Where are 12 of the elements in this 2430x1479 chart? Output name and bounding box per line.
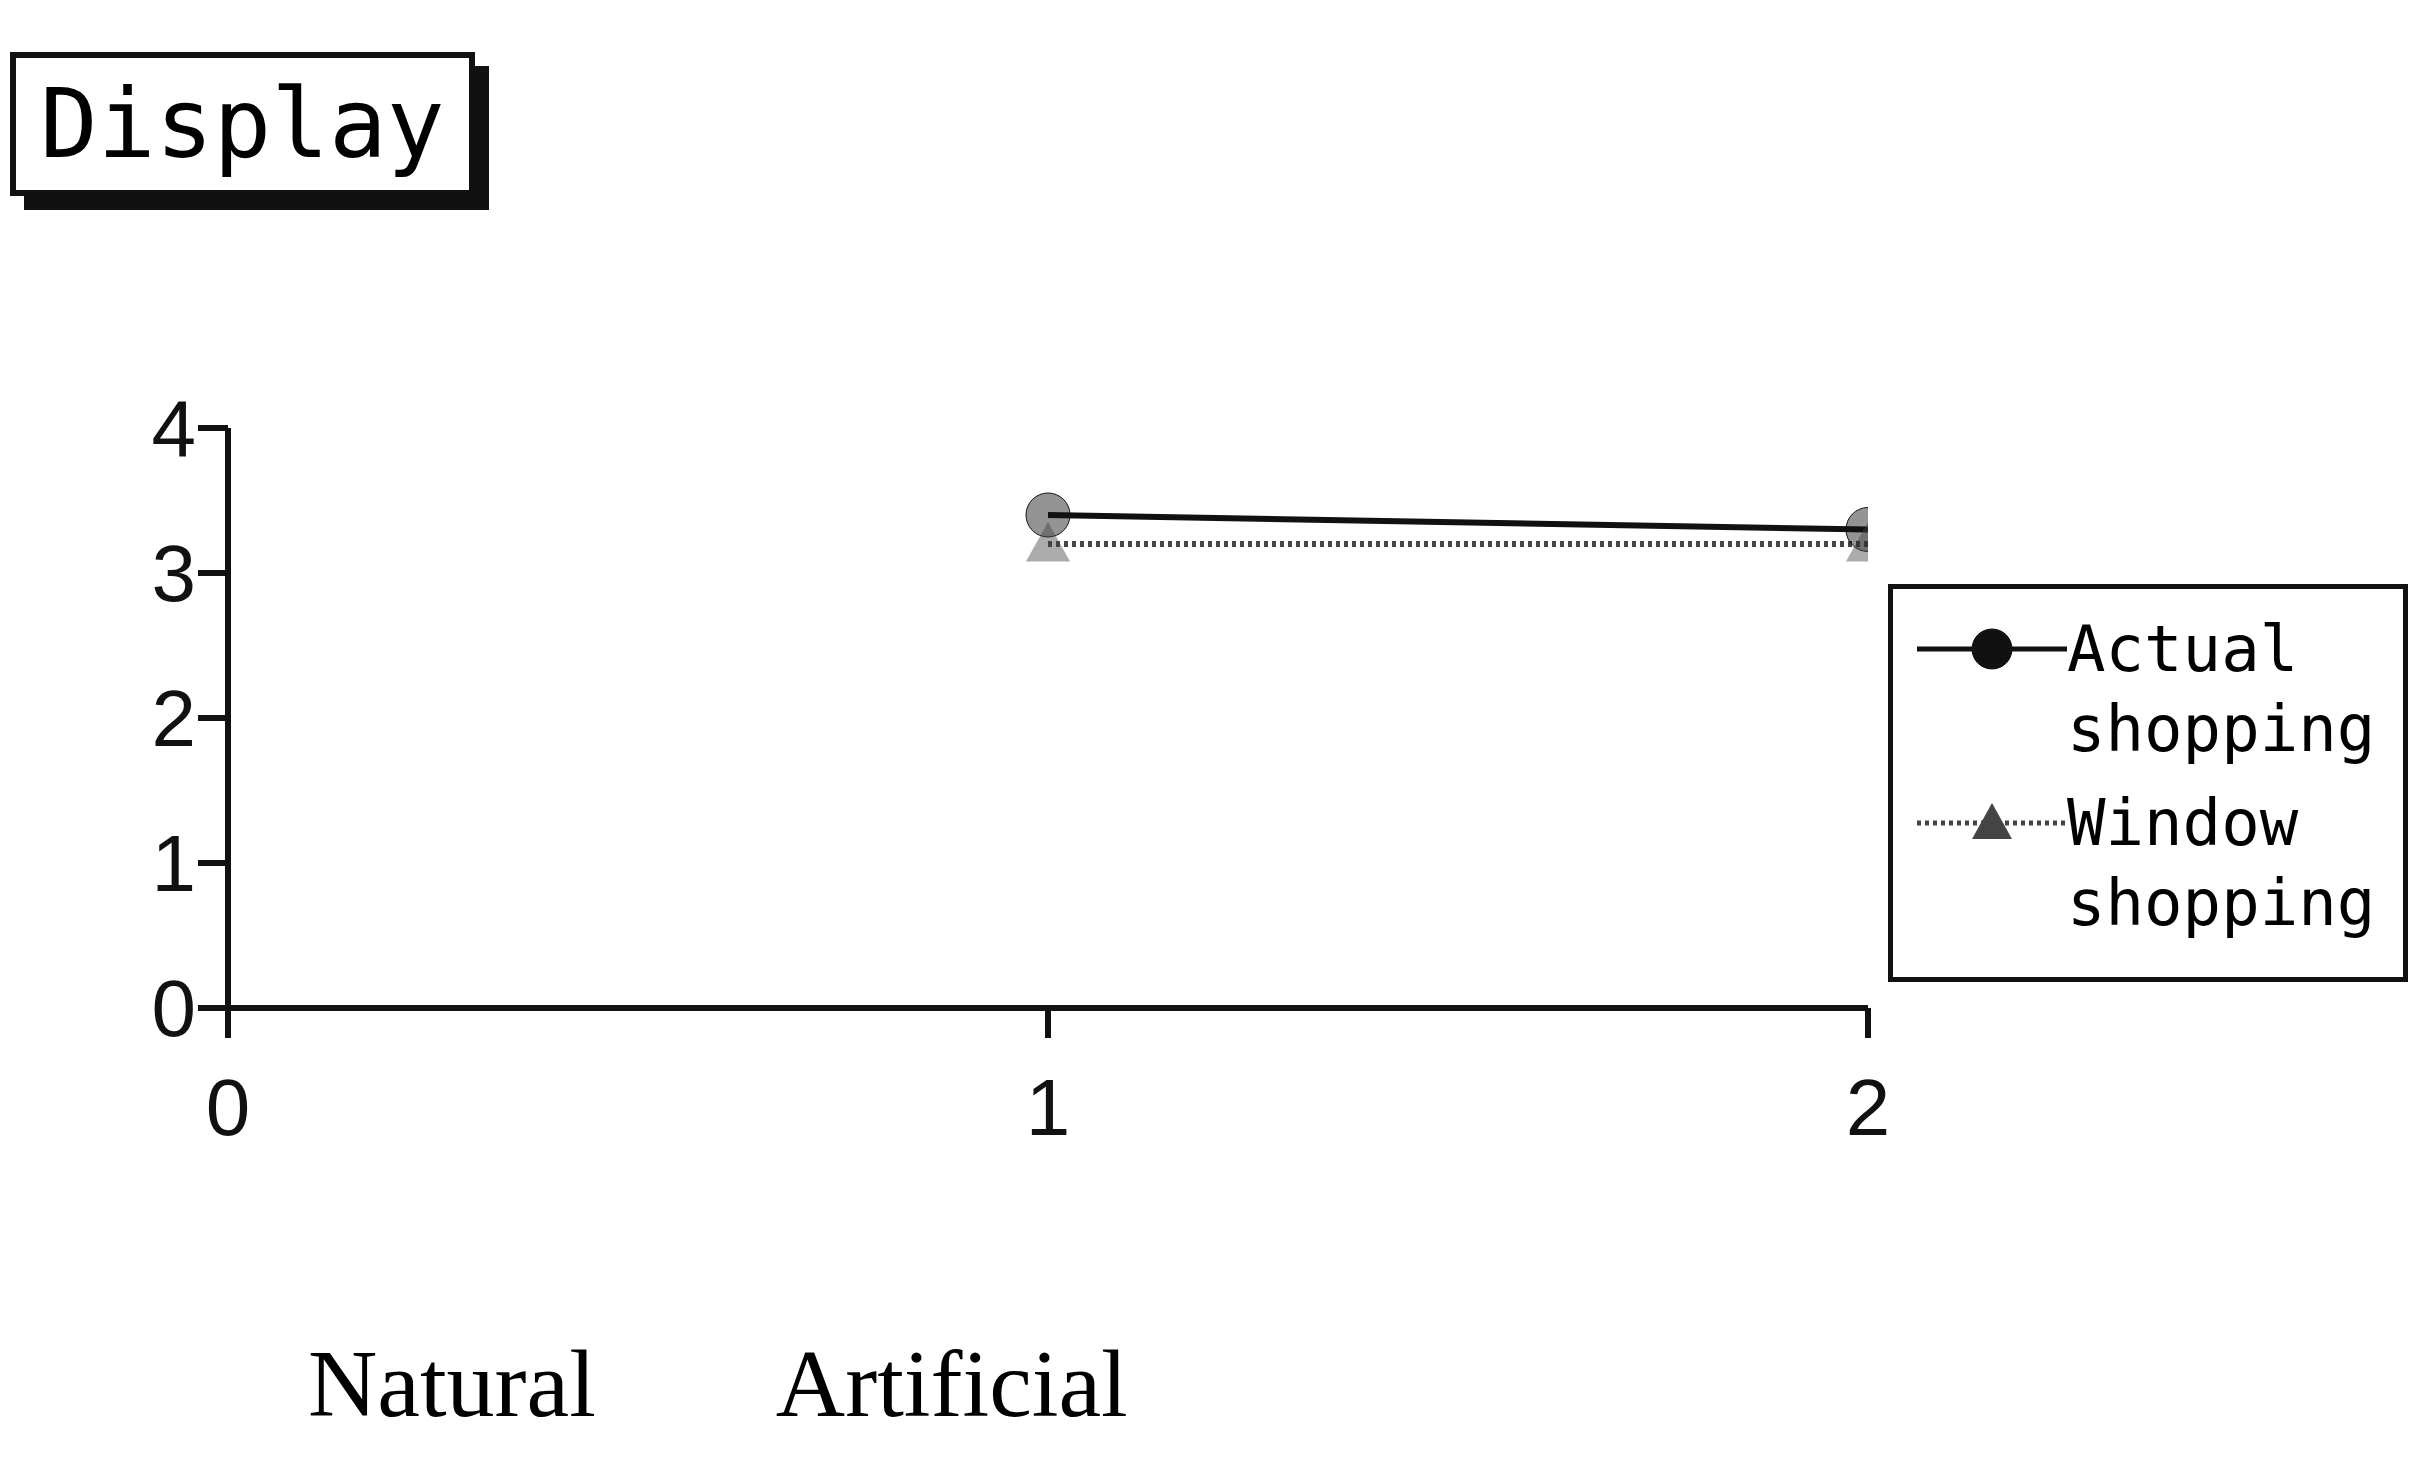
- chart-title: Display: [10, 52, 475, 196]
- y-tick-label: 0: [151, 964, 196, 1054]
- x-tick-label: 2: [1845, 1062, 1891, 1152]
- y-tick-label: 1: [151, 819, 196, 909]
- y-tick-label: 3: [151, 529, 196, 619]
- y-tick-label: 4: [151, 384, 196, 474]
- legend-label: Actual shopping: [2067, 611, 2377, 768]
- x-tick-label: 1: [1025, 1062, 1071, 1152]
- text: Artificial: [775, 1329, 1128, 1439]
- y-tick-label: 2: [151, 674, 196, 764]
- text: Natural: [308, 1329, 596, 1439]
- legend-label: Window shopping: [2067, 785, 2377, 942]
